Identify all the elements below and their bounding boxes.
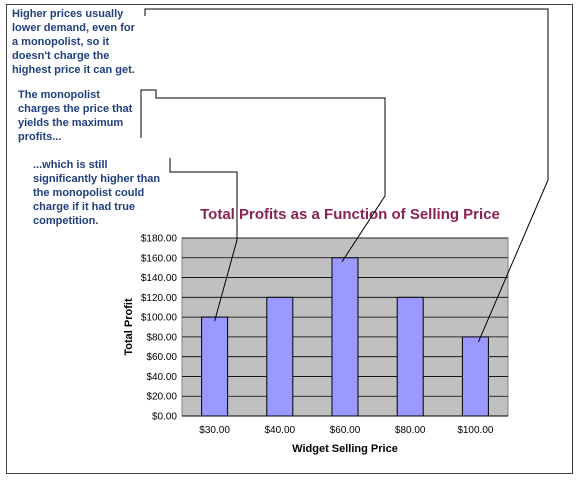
annotation-line: the monopolist could bbox=[33, 187, 145, 199]
annotation-line: charges the price that bbox=[18, 103, 133, 115]
x-tick-label: $100.00 bbox=[457, 425, 494, 436]
annotation-line: The monopolist bbox=[18, 89, 100, 101]
annotation-line: highest price it can get. bbox=[12, 64, 135, 76]
annotation-line: competition. bbox=[33, 215, 99, 227]
annotation-line: profits... bbox=[18, 131, 62, 143]
y-tick-label: $120.00 bbox=[141, 293, 178, 304]
annotation-line: a monopolist, so it bbox=[12, 36, 110, 48]
annotation-line: significantly higher than bbox=[33, 173, 161, 185]
y-tick-label: $60.00 bbox=[146, 352, 177, 363]
y-tick-label: $140.00 bbox=[141, 273, 178, 284]
annotation-line: doesn't charge the bbox=[12, 50, 110, 62]
bar bbox=[331, 257, 359, 417]
x-tick-label: $40.00 bbox=[265, 425, 296, 436]
y-tick-label: $80.00 bbox=[146, 332, 177, 343]
annotation-higher-prices: Higher prices usually lower demand, even… bbox=[12, 7, 135, 77]
annotation-line: charge if it had true bbox=[33, 201, 136, 213]
annotation-max-profit: The monopolist charges the price that yi… bbox=[18, 88, 132, 144]
annotation-line: ...which is still bbox=[33, 159, 108, 171]
annotation-line: Higher prices usually bbox=[12, 8, 124, 20]
annotation-line: yields the maximum bbox=[18, 117, 124, 129]
x-tick-label: $80.00 bbox=[395, 425, 426, 436]
annotation-still-higher: ...which is still significantly higher t… bbox=[33, 158, 160, 228]
y-tick-label: $160.00 bbox=[141, 253, 178, 264]
annotation-connector bbox=[140, 89, 386, 263]
y-tick-label: $100.00 bbox=[141, 313, 178, 324]
bar bbox=[461, 336, 489, 417]
bar bbox=[266, 296, 294, 417]
bar bbox=[396, 296, 424, 417]
x-tick-label: $30.00 bbox=[199, 425, 230, 436]
chart-title: Total Profits as a Function of Selling P… bbox=[200, 206, 500, 223]
annotation-line: lower demand, even for bbox=[12, 22, 135, 34]
y-tick-label: $0.00 bbox=[152, 412, 177, 423]
y-axis-label: Total Profit bbox=[123, 298, 135, 356]
x-tick-label: $60.00 bbox=[330, 425, 361, 436]
annotation-connector bbox=[144, 8, 549, 343]
y-tick-label: $40.00 bbox=[146, 372, 177, 383]
x-axis-label: Widget Selling Price bbox=[292, 443, 398, 455]
y-tick-label: $20.00 bbox=[146, 392, 177, 403]
bar bbox=[201, 316, 229, 417]
annotation-connector bbox=[169, 158, 238, 322]
y-tick-label: $180.00 bbox=[141, 234, 178, 245]
